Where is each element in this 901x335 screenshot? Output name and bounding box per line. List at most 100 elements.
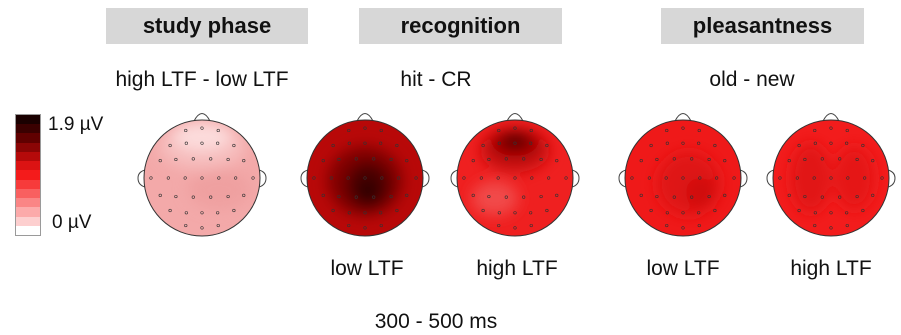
electrode-marker (497, 128, 501, 133)
electrode-marker (481, 208, 485, 213)
electrode-marker (639, 159, 643, 163)
colorbar-step (16, 188, 40, 199)
potential-region (187, 169, 252, 210)
colorbar-step (16, 225, 40, 236)
electrode-marker (232, 143, 236, 148)
electrode-marker (707, 157, 711, 162)
colorbar-step (16, 151, 40, 162)
colorbar-step (16, 207, 40, 217)
electrode-marker (713, 143, 717, 148)
electrode-marker (829, 211, 833, 215)
colorbar-step (16, 216, 40, 226)
scalp-field (457, 120, 573, 236)
electrode-marker (321, 159, 325, 163)
electrode-marker (555, 159, 559, 163)
colorbar-min-label: 0 µV (52, 212, 92, 233)
electrode-marker (803, 194, 807, 199)
electrode-marker (174, 157, 178, 162)
electrode-marker (174, 194, 178, 199)
electrode-marker (354, 195, 358, 199)
colorbar-step (16, 115, 40, 125)
electrode-marker (242, 193, 246, 198)
electrode-marker (545, 208, 549, 213)
electrode-marker (522, 195, 526, 199)
electrode-marker (363, 141, 367, 145)
electrode-marker (812, 176, 816, 180)
electrode-marker (346, 176, 350, 180)
electrode-marker (504, 157, 508, 161)
electrode-marker (820, 157, 824, 161)
electrode-marker (251, 176, 255, 180)
electrode-marker (723, 193, 727, 198)
electrode-marker (529, 128, 533, 133)
left-ear-shape (137, 169, 146, 188)
electrode-marker (861, 143, 865, 148)
recognition-header: recognition (359, 8, 562, 44)
electrode-marker (529, 223, 533, 228)
electrode-marker (363, 211, 367, 215)
electrode-marker (665, 128, 669, 133)
electrode-marker (158, 193, 162, 198)
electrode-marker (471, 193, 475, 198)
electrode-marker (216, 128, 220, 133)
head-outline (624, 119, 742, 237)
electrode-marker (379, 128, 383, 133)
potential-region (173, 121, 231, 151)
head-outline (143, 119, 261, 237)
electrode-marker (242, 159, 246, 163)
electrode-marker (380, 176, 384, 180)
electrode-marker (672, 195, 676, 199)
electrode-marker (497, 141, 501, 145)
electrode-marker (803, 157, 807, 162)
electrode-marker (665, 141, 669, 145)
electrode-marker (829, 141, 833, 145)
potential-region (833, 146, 875, 210)
electrode-marker (347, 128, 351, 133)
electrode-marker (697, 141, 701, 145)
electrode-marker (354, 157, 358, 161)
electrode-marker (347, 211, 351, 215)
electrode-marker (397, 176, 401, 180)
electrode-marker (497, 211, 501, 215)
electrode-marker (209, 157, 213, 161)
electrode-marker (217, 176, 221, 180)
electrode-marker (504, 195, 508, 199)
electrode-marker (649, 143, 653, 148)
electrode-marker (871, 159, 875, 163)
electrode-marker (681, 211, 685, 215)
electrode-marker (530, 176, 534, 180)
potential-region (471, 180, 518, 216)
electrode-marker (487, 194, 491, 199)
electrode-marker (715, 176, 719, 180)
time-window-label: 300 - 500 ms (374, 310, 498, 333)
electrode-marker (471, 159, 475, 163)
electrode-marker (681, 126, 685, 130)
nose-shape (822, 113, 840, 122)
electrode-marker (513, 176, 517, 180)
electrode-marker (405, 193, 409, 198)
electrode-marker (845, 223, 849, 228)
electrode-marker (191, 157, 195, 161)
right-ear-shape (258, 169, 267, 188)
electrode-marker (855, 157, 859, 162)
colorbar-max-label: 1.9 µV (48, 114, 104, 135)
electrode-marker (707, 194, 711, 199)
colorbar-step (16, 198, 40, 208)
electrode-marker (226, 157, 230, 162)
electrode-marker (522, 157, 526, 161)
electrode-marker (496, 176, 500, 180)
electrode-marker (545, 143, 549, 148)
electrode-marker (331, 143, 335, 148)
nose-shape (193, 113, 211, 122)
electrode-marker (697, 223, 701, 228)
electrode-marker (216, 141, 220, 145)
electrode-marker (855, 194, 859, 199)
electrode-marker (347, 141, 351, 145)
colorbar-step (16, 161, 40, 171)
electrode-marker (649, 208, 653, 213)
electrode-marker (372, 195, 376, 199)
electrode-marker (664, 176, 668, 180)
electrode-marker (797, 208, 801, 213)
electrode-marker (347, 223, 351, 228)
electrode-marker (184, 211, 188, 215)
